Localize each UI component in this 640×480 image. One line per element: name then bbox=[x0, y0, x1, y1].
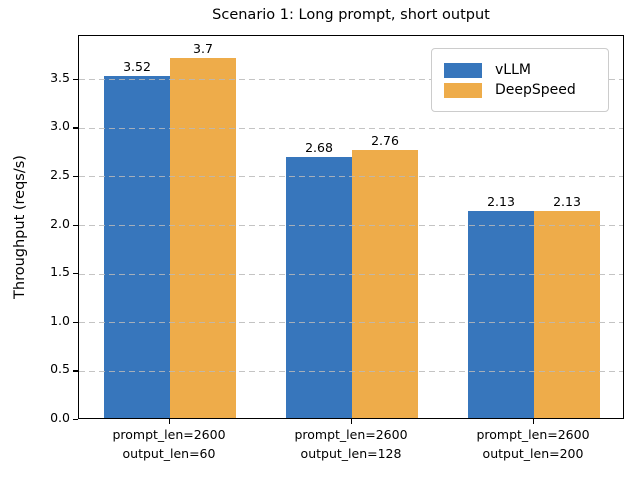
legend-label-vllm: vLLM bbox=[495, 62, 531, 78]
legend-item-vllm: vLLM bbox=[444, 62, 596, 78]
bar-value-label: 3.7 bbox=[193, 41, 213, 57]
bar-vllm bbox=[104, 75, 170, 418]
y-tick-label: 1.5 bbox=[50, 264, 70, 280]
bar-deepspeed bbox=[352, 149, 418, 418]
bar-value-label: 2.68 bbox=[305, 140, 333, 156]
bar-value-label: 2.13 bbox=[553, 193, 581, 209]
bar-value-label: 2.76 bbox=[371, 132, 399, 148]
bar-value-label: 3.52 bbox=[123, 58, 151, 74]
x-tick-mark bbox=[169, 419, 171, 424]
plot-area: vLLM DeepSpeed 3.52 3.7 2.68 2.76 2.13 2.13 bbox=[78, 35, 624, 419]
gridline bbox=[79, 79, 623, 81]
y-tick-label: 2.0 bbox=[50, 215, 70, 231]
y-tick-mark bbox=[73, 321, 78, 323]
gridline bbox=[79, 127, 623, 129]
bar-vllm bbox=[468, 210, 534, 418]
legend: vLLM DeepSpeed bbox=[431, 48, 609, 112]
y-tick-mark bbox=[73, 370, 78, 372]
bar-deepspeed bbox=[534, 210, 600, 418]
y-tick-label: 2.5 bbox=[50, 166, 70, 182]
x-tick-mark bbox=[351, 419, 353, 424]
gridline bbox=[79, 273, 623, 275]
gridline bbox=[79, 176, 623, 178]
vllm-color-swatch bbox=[444, 62, 482, 78]
chart-title: Scenario 1: Long prompt, short output bbox=[212, 7, 490, 23]
x-tick-label: prompt_len=2600 output_len=60 bbox=[112, 427, 226, 461]
bar-deepspeed bbox=[170, 58, 236, 418]
y-tick-label: 3.0 bbox=[50, 118, 70, 134]
gridline bbox=[79, 322, 623, 324]
deepspeed-color-swatch bbox=[444, 82, 482, 98]
bar-value-label: 2.13 bbox=[487, 193, 515, 209]
y-tick-mark bbox=[73, 175, 78, 178]
bar-vllm bbox=[286, 157, 352, 418]
y-tick-label: 0.0 bbox=[50, 410, 70, 425]
y-tick-mark bbox=[73, 78, 78, 80]
y-tick-label: 1.0 bbox=[50, 312, 70, 328]
y-tick-mark bbox=[73, 224, 78, 226]
y-tick-label: 3.5 bbox=[50, 69, 70, 85]
y-tick-mark bbox=[73, 419, 78, 421]
y-tick-mark bbox=[73, 127, 78, 129]
legend-label-deepspeed: DeepSpeed bbox=[495, 82, 576, 98]
gridline bbox=[79, 370, 623, 372]
x-tick-mark bbox=[533, 419, 535, 424]
x-tick-label: prompt_len=2600 output_len=200 bbox=[476, 427, 590, 461]
gridline bbox=[79, 225, 623, 227]
legend-item-deepspeed: DeepSpeed bbox=[444, 82, 596, 98]
y-tick-label: 0.5 bbox=[50, 361, 70, 377]
x-tick-label: prompt_len=2600 output_len=128 bbox=[294, 427, 408, 461]
y-tick-mark bbox=[73, 273, 78, 275]
